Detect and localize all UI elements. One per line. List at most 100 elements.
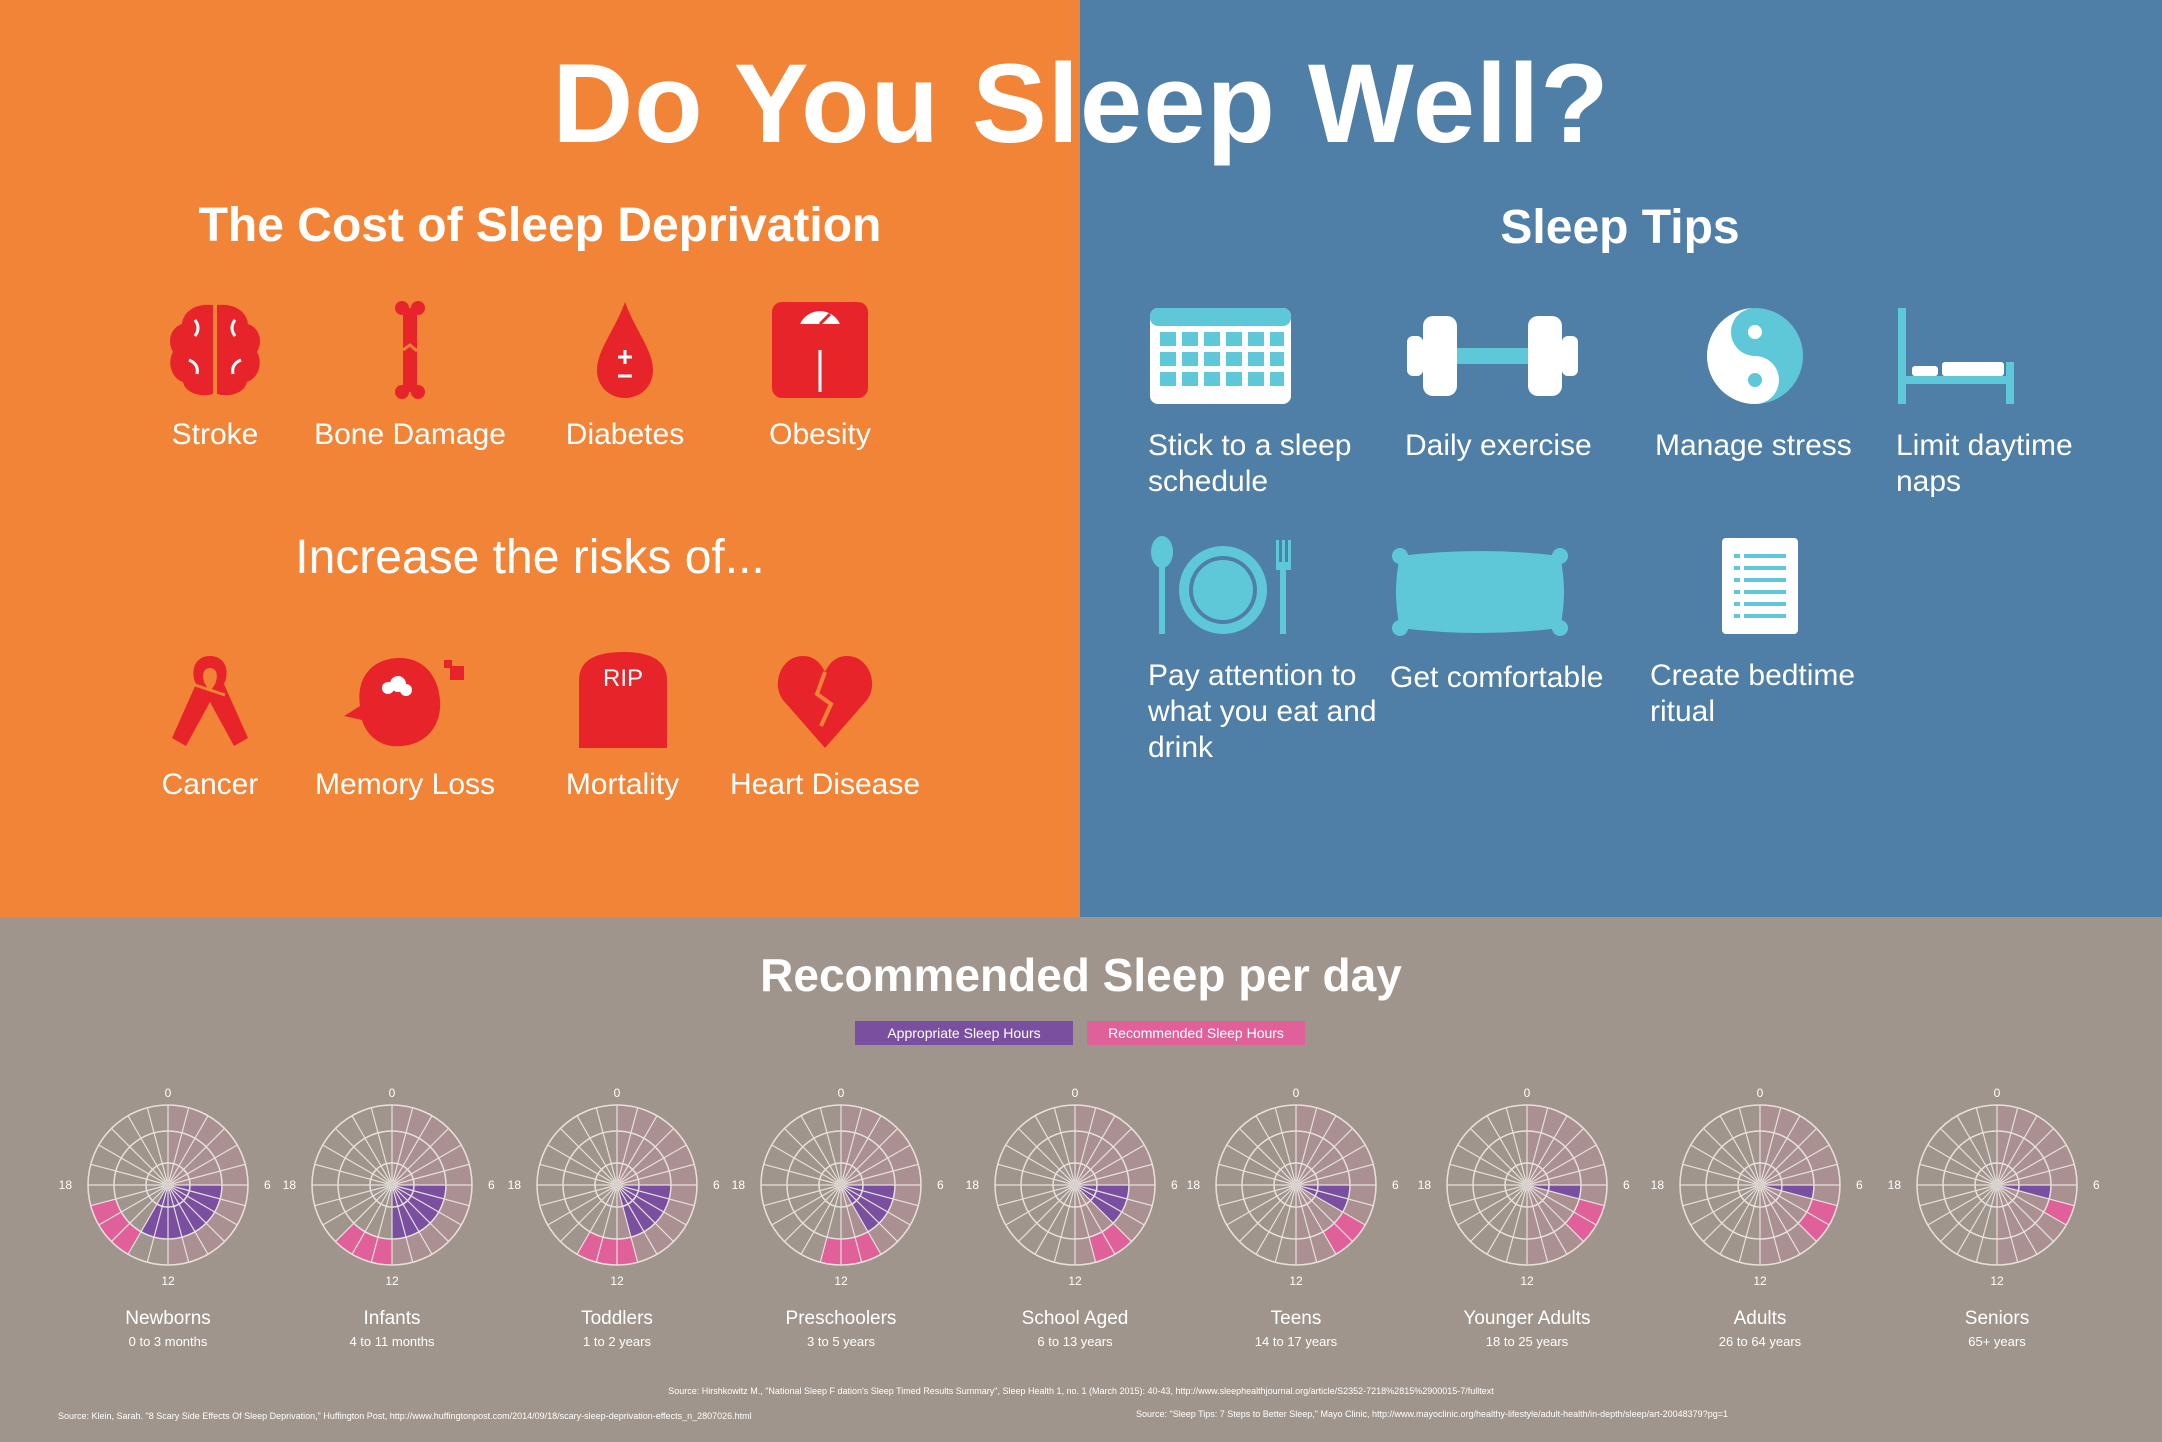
- source-right: Source: "Sleep Tips: 7 Steps to Better S…: [1136, 1409, 1728, 1419]
- grid-spoke: [576, 1115, 618, 1186]
- grid-spoke: [1074, 1128, 1132, 1186]
- sleep-chart-younger-adults: 0 6 12 18 Younger Adults 18 to 25 years: [1412, 1075, 1642, 1349]
- grid-spoke: [1295, 1128, 1353, 1186]
- grid-spoke: [351, 1184, 393, 1255]
- grid-spoke: [1470, 1184, 1528, 1242]
- grid-spoke: [1759, 1184, 1830, 1226]
- grid-spoke: [1738, 1184, 1761, 1263]
- grid-spoke: [351, 1115, 393, 1186]
- brain-icon: [170, 304, 260, 396]
- sleep-chart-school-aged: 0 6 12 18 School Aged 6 to 13 years: [960, 1075, 1190, 1349]
- grid-spoke: [90, 1163, 169, 1186]
- grid-spoke: [1759, 1107, 1782, 1186]
- grid-spoke: [391, 1184, 449, 1242]
- grid-spoke: [1940, 1184, 1998, 1242]
- grid-spoke: [840, 1184, 911, 1226]
- grid-spoke: [167, 1184, 246, 1207]
- deprivation-heading: The Cost of Sleep Deprivation: [198, 199, 882, 252]
- grid-spoke: [616, 1115, 658, 1186]
- grid-spoke: [1526, 1184, 1597, 1226]
- tip-label: Create bedtime ritual: [1650, 659, 1856, 728]
- radial-chart: 0 6 12 18: [1888, 1086, 2100, 1288]
- grid-spoke: [167, 1107, 190, 1186]
- grid-spoke: [167, 1163, 246, 1186]
- grid-spoke: [1759, 1115, 1801, 1186]
- grid-spoke: [1226, 1184, 1297, 1226]
- axis-label: 6: [1171, 1178, 1178, 1192]
- grid-spoke: [1005, 1184, 1076, 1226]
- center-dot: [163, 1180, 173, 1190]
- axis-label: 6: [937, 1178, 944, 1192]
- grid-spoke: [616, 1144, 687, 1186]
- rip-text: RIP: [602, 665, 642, 692]
- pillow-icon: [1392, 548, 1568, 636]
- recommended-sleep-wedge: [1565, 1198, 1605, 1242]
- grid-spoke: [595, 1184, 618, 1263]
- grid-spoke: [1074, 1184, 1116, 1255]
- group-age: 18 to 25 years: [1485, 1334, 1569, 1349]
- appropriate-sleep-wedge: [1075, 1185, 1129, 1224]
- tip-label: Manage stress: [1655, 429, 1852, 462]
- grid-spoke: [167, 1144, 238, 1186]
- grid-spoke: [1457, 1144, 1528, 1186]
- grid-spoke: [560, 1184, 618, 1242]
- grid-spoke: [1996, 1144, 2067, 1186]
- sleep-chart-newborns: 0 6 12 18 Newborns 0 to 3 months: [53, 1075, 283, 1349]
- tombstone-icon: RIP: [578, 652, 667, 748]
- grid-spoke: [1239, 1128, 1297, 1186]
- grid-spoke: [1759, 1184, 1838, 1207]
- grid-spoke: [391, 1163, 470, 1186]
- bone-icon: [395, 301, 425, 399]
- grid-spoke: [547, 1184, 618, 1226]
- grid-spoke: [1074, 1184, 1145, 1226]
- axis-label: 12: [610, 1274, 624, 1288]
- axis-label: 12: [1990, 1274, 2004, 1288]
- grid-spoke: [539, 1184, 618, 1207]
- tip-limit-naps: Limit daytime naps: [1896, 306, 2126, 500]
- grid-spoke: [1759, 1163, 1838, 1186]
- grid-spoke: [1295, 1184, 1366, 1226]
- grid-spoke: [840, 1184, 898, 1242]
- recommended-sleep-title: Recommended Sleep per day: [760, 949, 1402, 1001]
- grid-spoke: [1074, 1144, 1145, 1186]
- sleep-deprivation-panel: [0, 0, 1080, 917]
- grid-spoke: [1759, 1184, 1782, 1263]
- group-name: Adults: [1733, 1308, 1787, 1329]
- grid-spoke: [840, 1184, 882, 1255]
- group-name: Newborns: [125, 1308, 211, 1329]
- grid-spoke: [771, 1184, 842, 1226]
- grid-spoke: [819, 1184, 842, 1263]
- radial-chart: 0 6 12 18: [966, 1086, 1178, 1288]
- grid-spoke: [1759, 1144, 1830, 1186]
- appropriate-sleep-wedge: [1296, 1185, 1350, 1212]
- grid-spoke: [1526, 1184, 1549, 1263]
- legend-recommended: Recommended Sleep Hours: [1087, 1021, 1305, 1045]
- radial-chart: 0 6 12 18: [1187, 1086, 1399, 1288]
- radial-chart: 0 6 12 18: [508, 1086, 720, 1288]
- grid-spoke: [1449, 1184, 1528, 1207]
- grid-spoke: [840, 1184, 863, 1263]
- grid-spoke: [1018, 1128, 1076, 1186]
- grid-spoke: [1074, 1107, 1097, 1186]
- grid-spoke: [146, 1107, 169, 1186]
- grid-spoke: [1738, 1107, 1761, 1186]
- grid-spoke: [1682, 1163, 1761, 1186]
- grid-spoke: [335, 1128, 393, 1186]
- grid-spoke: [1996, 1128, 2054, 1186]
- grid-spoke: [1255, 1184, 1297, 1255]
- sleep-chart-teens: 0 6 12 18 Teens 14 to 17 years: [1181, 1075, 1411, 1349]
- risk-cancer: Cancer: [140, 650, 280, 802]
- risks-heading: Increase the risks of...: [295, 531, 765, 584]
- effect-diabetes: Diabetes: [545, 300, 705, 452]
- axis-label: 6: [1856, 1178, 1863, 1192]
- grid-spoke: [1759, 1184, 1801, 1255]
- grid-spoke: [1255, 1115, 1297, 1186]
- axis-label: 12: [385, 1274, 399, 1288]
- tip-sleep-schedule: Stick to a sleep schedule: [1148, 306, 1378, 500]
- grid-spoke: [1470, 1128, 1528, 1186]
- grid-spoke: [771, 1144, 842, 1186]
- grid-spoke: [840, 1163, 919, 1186]
- grid-spoke: [616, 1163, 695, 1186]
- grid-spoke: [1295, 1144, 1366, 1186]
- center-dot: [836, 1180, 846, 1190]
